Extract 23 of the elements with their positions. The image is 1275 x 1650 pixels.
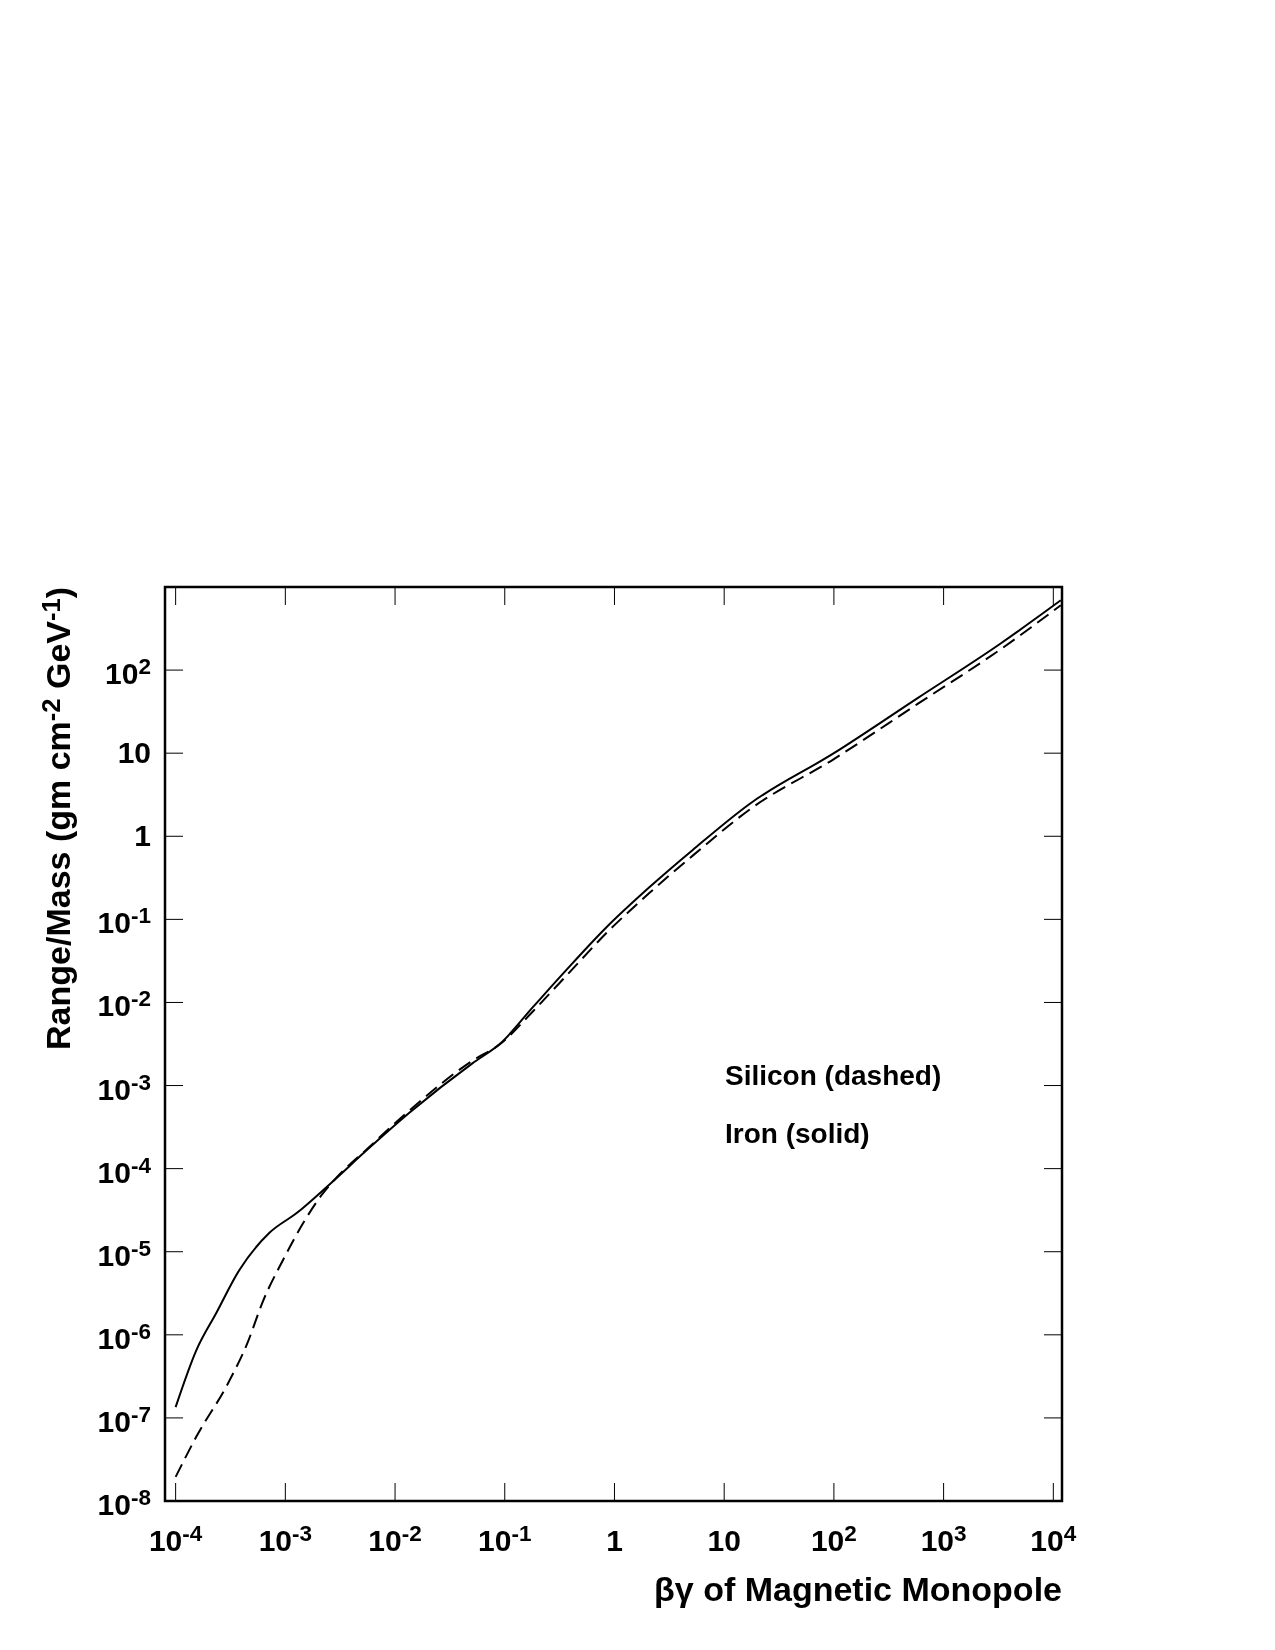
y-tick-label: 10$^{-3}$ — [97, 1069, 151, 1106]
x-tick-label: 10$^{3}$ — [920, 1521, 967, 1557]
x-tick-label: 10$^{-2}$ — [368, 1521, 422, 1557]
annotation: Iron (solid) — [725, 1118, 870, 1149]
x-tick-label: 10$^{-1}$ — [478, 1521, 532, 1557]
x-axis-title: βγ of Magnetic Monopole — [654, 1570, 1062, 1608]
x-tick-label: 10$^{2}$ — [810, 1521, 857, 1557]
y-tick-label: 10$^{-6}$ — [97, 1318, 151, 1355]
x-tick-label: 10$^{-4}$ — [148, 1521, 203, 1557]
x-tick-label: 10$^{-3}$ — [258, 1521, 313, 1557]
y-tick-label: 10 — [117, 736, 151, 770]
x-tick-label: 10 — [707, 1524, 741, 1557]
y-tick-label: 10$^{-8}$ — [97, 1485, 151, 1521]
y-tick-label: 10$^{-5}$ — [97, 1235, 151, 1272]
y-tick-label: 1 — [134, 819, 151, 853]
x-tick-label: 1 — [606, 1524, 623, 1557]
x-tick-label: 10$^{4}$ — [1030, 1521, 1077, 1557]
y-tick-label: 10$^{2}$ — [105, 654, 151, 691]
y-tick-label: 10$^{-2}$ — [97, 986, 151, 1023]
y-tick-label: 10$^{-7}$ — [97, 1401, 151, 1438]
annotation: Silicon (dashed) — [725, 1060, 942, 1091]
y-tick-label: 10$^{-1}$ — [97, 903, 151, 940]
y-tick-label: 10$^{-4}$ — [97, 1152, 152, 1189]
